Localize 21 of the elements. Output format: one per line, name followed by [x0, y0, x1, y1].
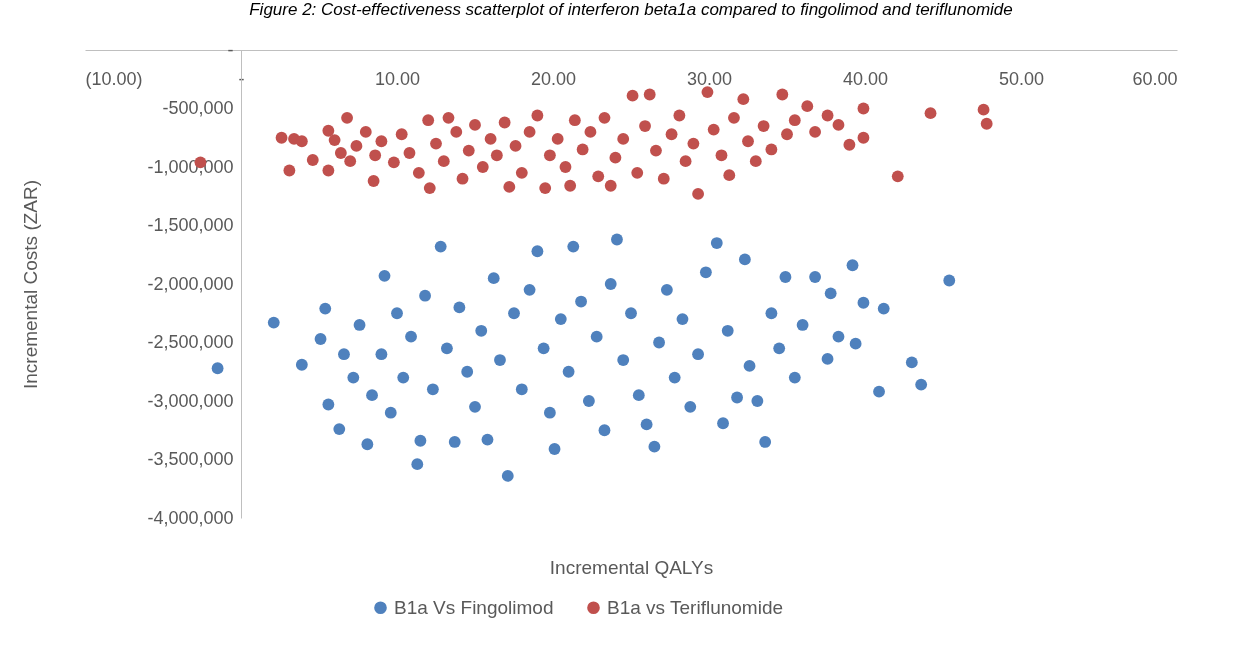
x-tick-label: 50.00 — [998, 68, 1045, 89]
y-tick-label: - — [227, 39, 234, 60]
x-tick-label: 30.00 — [686, 68, 733, 89]
x-axis-title: Incremental QALYs — [549, 556, 714, 578]
y-tick-label: -3,500,000 — [147, 449, 234, 469]
y-tick-label: -2,500,000 — [147, 332, 234, 352]
legend-label: B1a Vs Fingolimod — [394, 596, 554, 618]
y-tick-label: -3,000,000 — [147, 390, 234, 411]
x-tick-label: 10.00 — [374, 68, 421, 89]
x-tick-label: (10.00) — [85, 68, 143, 89]
legend-label: B1a vs Teriflunomide — [607, 596, 784, 618]
y-tick-label: -4,000,000 — [147, 507, 234, 528]
y-tick-label: -1,000,000 — [147, 156, 234, 177]
y-axis-title: Incremental Costs (ZAR) — [19, 179, 41, 390]
x-tick-label: 20.00 — [530, 68, 577, 89]
y-tick-label: -500,000 — [162, 98, 234, 118]
x-tick-label: 40.00 — [842, 68, 889, 89]
y-tick-label: -2,000,000 — [147, 273, 234, 294]
x-tick-label: 60.00 — [1132, 68, 1178, 89]
y-tick-label: -1,500,000 — [147, 215, 234, 235]
chart-title: Figure 2: Cost-effectiveness scatterplot of interferon beta1a compared to fingolimod and teriflunomide — [249, 0, 1013, 19]
